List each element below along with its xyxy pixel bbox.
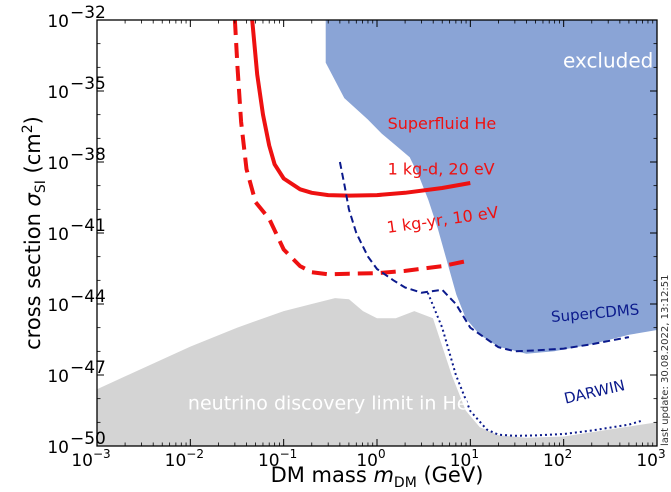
- y-tick-exponent: −44: [70, 287, 106, 307]
- y-axis-unit-open: (cm: [21, 133, 45, 180]
- region-excluded: [325, 20, 657, 354]
- y-tick-exponent: −50: [70, 429, 106, 449]
- x-axis-suffix: (GeV): [417, 463, 484, 487]
- y-axis-sub: SI: [33, 180, 49, 193]
- y-axis-title: cross section σSI (cm2): [20, 116, 49, 350]
- y-tick-exponent: −41: [70, 216, 106, 236]
- y-tick-label: 10: [47, 438, 69, 458]
- y-tick-label: 10: [47, 154, 69, 174]
- y-tick-label: 10: [47, 225, 69, 245]
- y-tick-label: 10: [47, 83, 69, 103]
- y-tick-exponent: −47: [70, 358, 106, 378]
- region-neutrino-floor: [97, 298, 657, 446]
- y-axis-unit-close: ): [21, 116, 45, 124]
- x-tick-label: 10−3: [71, 447, 110, 471]
- curve-darwin: [426, 292, 643, 437]
- y-axis-unit-sup: 2: [20, 124, 36, 133]
- x-tick-label: 100: [356, 447, 385, 471]
- x-axis-sub: DM: [394, 475, 417, 491]
- x-axis-var: m: [373, 463, 393, 487]
- y-tick-exponent: −35: [70, 74, 106, 94]
- curve-supercdms: [338, 161, 630, 353]
- x-tick-label: 102: [543, 447, 572, 471]
- y-axis-prefix: cross section: [21, 206, 45, 349]
- y-tick-exponent: −38: [70, 145, 106, 165]
- x-axis-prefix: DM mass: [271, 463, 374, 487]
- regions-layer: [97, 20, 657, 446]
- x-tick-label: 101: [450, 447, 479, 471]
- annotation-neutrino-discovery-limit-in-he: neutrino discovery limit in He: [188, 393, 469, 415]
- x-tick-label: 10−2: [165, 447, 204, 471]
- y-tick-label: 10: [47, 296, 69, 316]
- x-tick-label: 103: [636, 447, 665, 471]
- curve-superfluid-he-1-kg-d-20-ev: [250, 20, 471, 198]
- series-layer: [232, 20, 643, 437]
- annotation-1-kg-d-20-ev: 1 kg-d, 20 eV: [388, 159, 495, 178]
- annotation-superfluid-he: Superfluid He: [388, 114, 497, 133]
- curve-superfluid-he-1-kg-yr-10-ev: [232, 20, 471, 277]
- y-tick-label: 10: [47, 12, 69, 32]
- last-update-stamp: last update: 30.08.2022, 13:12:51: [660, 274, 671, 446]
- annotation-excluded: excluded: [563, 48, 653, 72]
- x-tick-label: 10−1: [258, 447, 297, 471]
- x-axis-title: DM mass mDM (GeV): [271, 463, 484, 491]
- y-tick-exponent: −32: [70, 3, 106, 23]
- y-tick-label: 10: [47, 367, 69, 387]
- y-axis-var: σ: [21, 192, 45, 206]
